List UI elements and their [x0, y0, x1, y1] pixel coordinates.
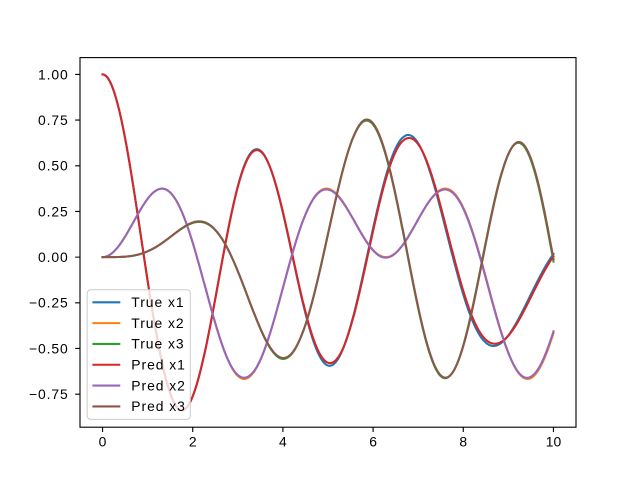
svg-text:True x3: True x3 [131, 336, 184, 352]
svg-text:0.75: 0.75 [38, 112, 69, 128]
svg-text:True x1: True x1 [131, 294, 184, 310]
svg-text:Pred x1: Pred x1 [131, 357, 186, 373]
svg-text:0.50: 0.50 [38, 158, 69, 174]
svg-text:0.00: 0.00 [38, 249, 69, 265]
svg-text:8: 8 [459, 433, 467, 449]
svg-text:Pred x2: Pred x2 [131, 377, 186, 393]
svg-text:10: 10 [546, 433, 562, 449]
svg-text:0: 0 [99, 433, 107, 449]
svg-text:6: 6 [369, 433, 377, 449]
svg-text:Pred x3: Pred x3 [131, 398, 186, 414]
svg-text:−0.75: −0.75 [29, 386, 69, 402]
svg-text:−0.50: −0.50 [29, 340, 69, 356]
svg-text:4: 4 [279, 433, 287, 449]
svg-text:True x2: True x2 [131, 315, 184, 331]
svg-text:0.25: 0.25 [38, 203, 69, 219]
svg-text:2: 2 [189, 433, 197, 449]
svg-text:1.00: 1.00 [38, 66, 69, 82]
svg-text:−0.25: −0.25 [29, 295, 69, 311]
